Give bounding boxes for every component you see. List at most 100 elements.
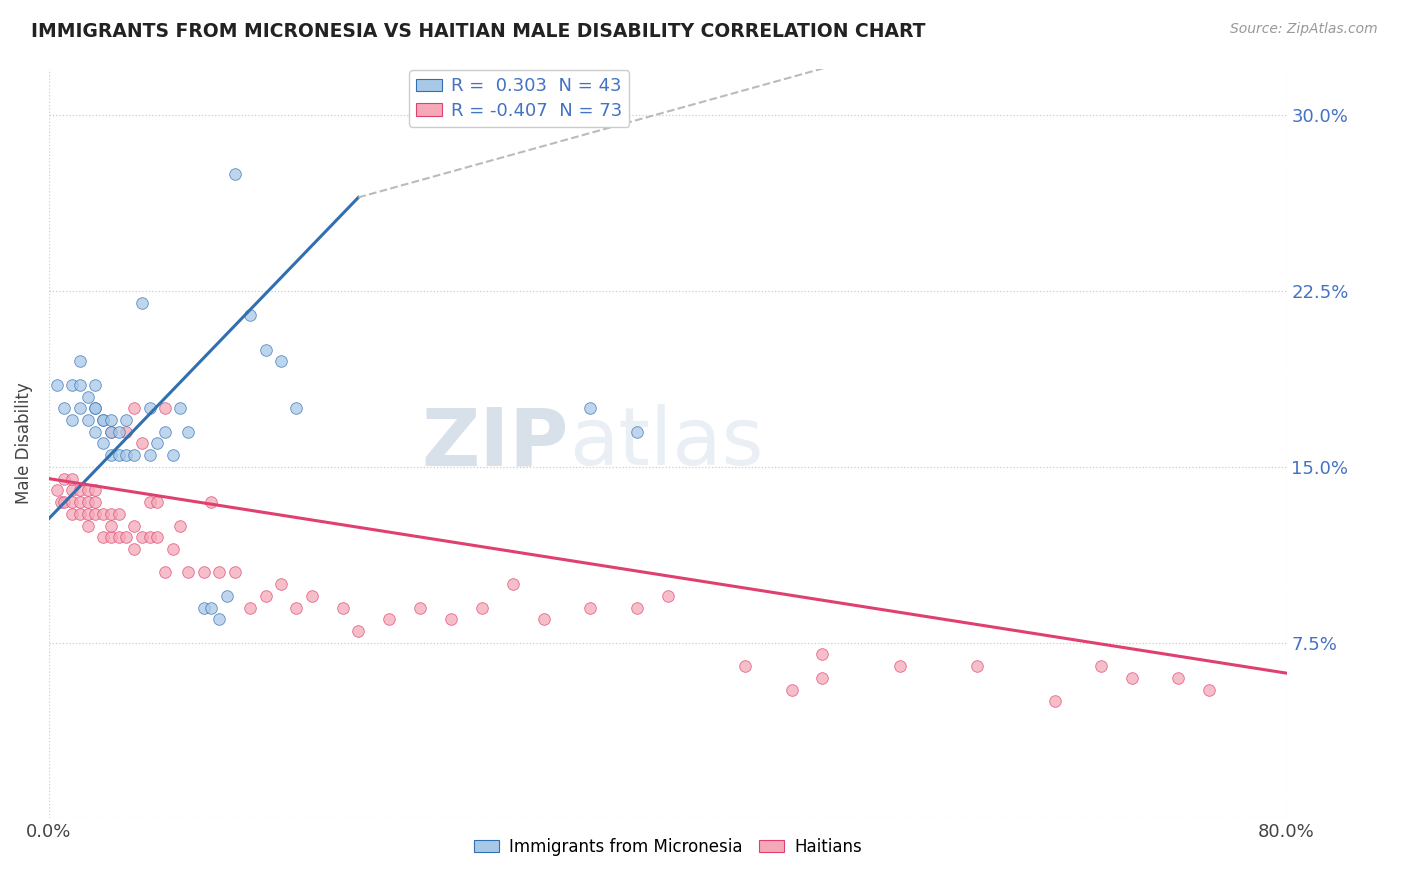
- Point: [60, 495, 83, 509]
- Point: [254, 589, 277, 603]
- Point: [69, 354, 91, 368]
- Point: [208, 566, 231, 580]
- Point: [138, 401, 160, 416]
- Point: [107, 507, 129, 521]
- Point: [115, 448, 138, 462]
- Point: [100, 425, 122, 439]
- Point: [107, 530, 129, 544]
- Point: [966, 659, 988, 673]
- Point: [76, 413, 98, 427]
- Point: [53, 495, 76, 509]
- Y-axis label: Male Disability: Male Disability: [15, 383, 32, 504]
- Point: [60, 483, 83, 498]
- Point: [91, 413, 114, 427]
- Point: [254, 343, 277, 357]
- Point: [1043, 694, 1066, 708]
- Point: [440, 612, 463, 626]
- Point: [91, 413, 114, 427]
- Point: [76, 495, 98, 509]
- Point: [122, 401, 145, 416]
- Point: [502, 577, 524, 591]
- Point: [169, 401, 191, 416]
- Point: [91, 436, 114, 450]
- Point: [734, 659, 756, 673]
- Point: [146, 530, 169, 544]
- Point: [193, 600, 215, 615]
- Point: [53, 472, 76, 486]
- Point: [60, 507, 83, 521]
- Point: [579, 600, 602, 615]
- Point: [84, 401, 107, 416]
- Point: [122, 518, 145, 533]
- Point: [60, 413, 83, 427]
- Point: [332, 600, 354, 615]
- Point: [811, 671, 834, 685]
- Point: [153, 566, 176, 580]
- Point: [69, 483, 91, 498]
- Point: [69, 507, 91, 521]
- Point: [1167, 671, 1189, 685]
- Point: [153, 401, 176, 416]
- Point: [626, 600, 648, 615]
- Point: [131, 530, 153, 544]
- Point: [91, 507, 114, 521]
- Text: IMMIGRANTS FROM MICRONESIA VS HAITIAN MALE DISABILITY CORRELATION CHART: IMMIGRANTS FROM MICRONESIA VS HAITIAN MA…: [31, 22, 925, 41]
- Point: [1198, 682, 1220, 697]
- Point: [69, 495, 91, 509]
- Point: [100, 448, 122, 462]
- Point: [285, 600, 308, 615]
- Point: [115, 530, 138, 544]
- Point: [889, 659, 911, 673]
- Point: [107, 425, 129, 439]
- Point: [45, 378, 67, 392]
- Point: [100, 413, 122, 427]
- Point: [138, 448, 160, 462]
- Text: ZIP: ZIP: [422, 404, 569, 483]
- Point: [91, 530, 114, 544]
- Point: [60, 472, 83, 486]
- Point: [100, 530, 122, 544]
- Legend: R =  0.303  N = 43, R = -0.407  N = 73: R = 0.303 N = 43, R = -0.407 N = 73: [409, 70, 630, 127]
- Point: [69, 401, 91, 416]
- Point: [169, 518, 191, 533]
- Point: [138, 495, 160, 509]
- Point: [193, 566, 215, 580]
- Point: [626, 425, 648, 439]
- Point: [347, 624, 370, 638]
- Point: [471, 600, 494, 615]
- Point: [146, 436, 169, 450]
- Text: Source: ZipAtlas.com: Source: ZipAtlas.com: [1230, 22, 1378, 37]
- Point: [122, 541, 145, 556]
- Point: [162, 448, 184, 462]
- Point: [301, 589, 323, 603]
- Point: [51, 495, 73, 509]
- Point: [146, 495, 169, 509]
- Point: [53, 401, 76, 416]
- Point: [84, 507, 107, 521]
- Point: [200, 495, 222, 509]
- Point: [239, 308, 262, 322]
- Point: [270, 577, 292, 591]
- Point: [239, 600, 262, 615]
- Point: [409, 600, 432, 615]
- Point: [131, 296, 153, 310]
- Point: [69, 378, 91, 392]
- Point: [45, 483, 67, 498]
- Point: [115, 413, 138, 427]
- Point: [153, 425, 176, 439]
- Point: [1090, 659, 1112, 673]
- Point: [1121, 671, 1143, 685]
- Point: [100, 507, 122, 521]
- Point: [138, 530, 160, 544]
- Point: [84, 378, 107, 392]
- Point: [84, 401, 107, 416]
- Point: [285, 401, 308, 416]
- Point: [84, 483, 107, 498]
- Point: [224, 167, 246, 181]
- Point: [115, 425, 138, 439]
- Point: [100, 518, 122, 533]
- Text: atlas: atlas: [569, 404, 763, 483]
- Point: [76, 390, 98, 404]
- Point: [100, 425, 122, 439]
- Point: [533, 612, 555, 626]
